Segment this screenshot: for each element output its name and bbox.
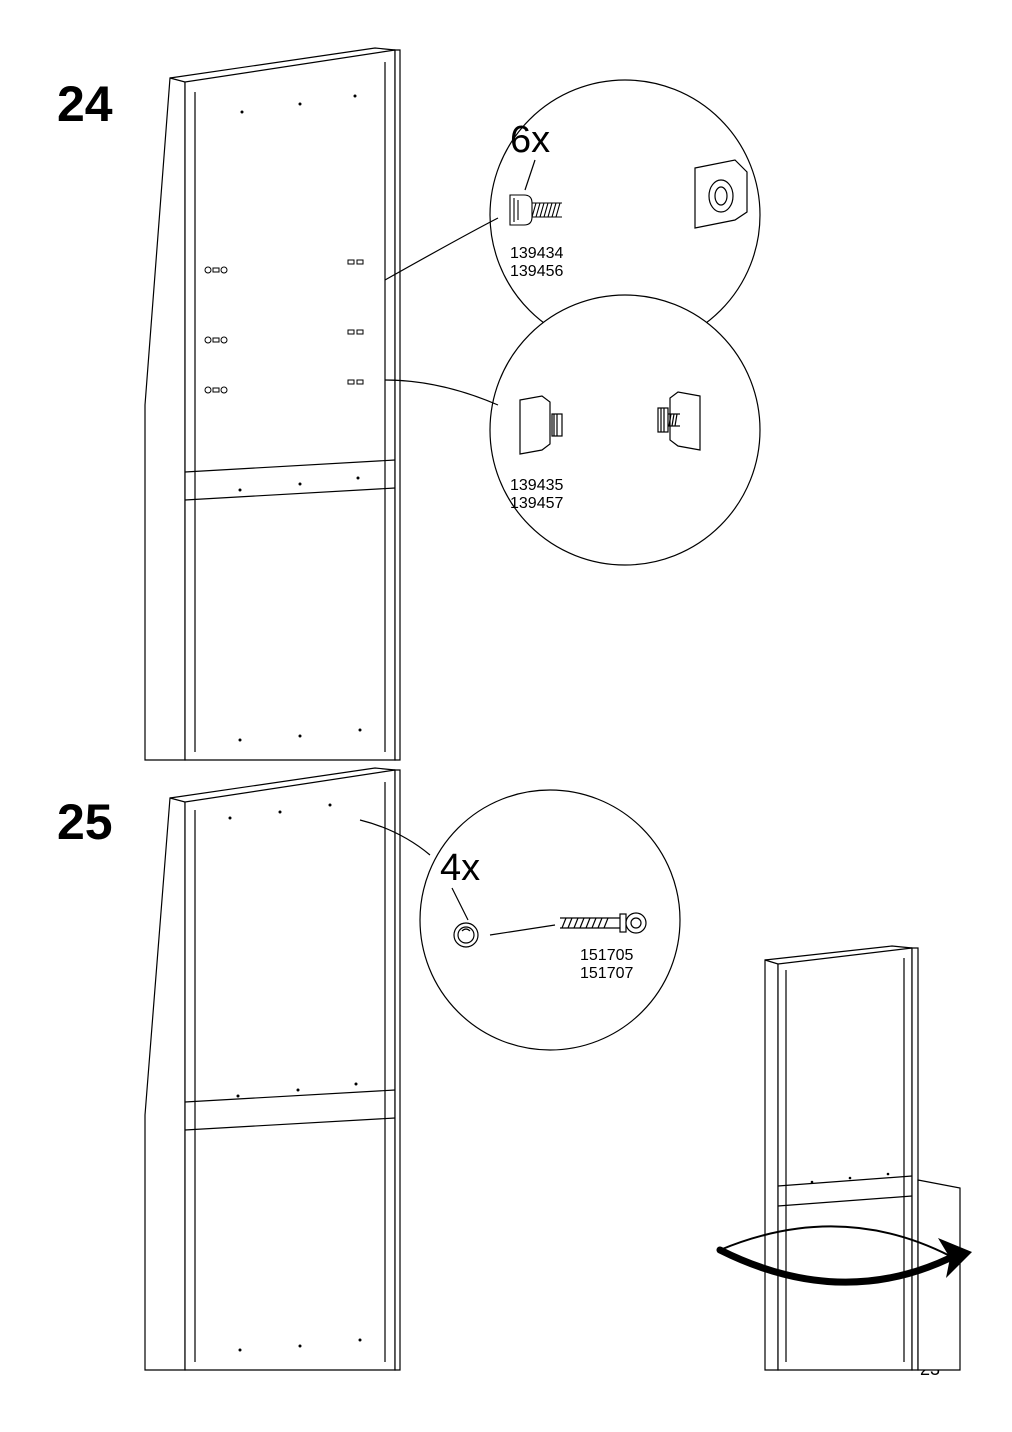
part-number: 151707 [580,965,633,982]
callout-circle-hinge-inserted: 139435 139457 [385,295,760,565]
part-number: 139457 [510,495,563,512]
part-number: 139435 [510,477,563,494]
callout-circle-dowel: 4x 151705 151707 [360,790,680,1050]
callout-qty-6x: 6x [510,119,550,161]
part-number: 139434 [510,245,563,262]
cabinet-step24 [145,48,400,760]
assembly-instruction-page: 24 25 23 [0,0,1012,1432]
part-number: 139456 [510,263,563,280]
callout-qty-4x: 4x [440,847,480,889]
cabinet-step25-right [765,946,960,1370]
cabinet-step25-left [145,768,400,1370]
part-number: 151705 [580,947,633,964]
diagram-svg: 6x [0,0,1012,1432]
